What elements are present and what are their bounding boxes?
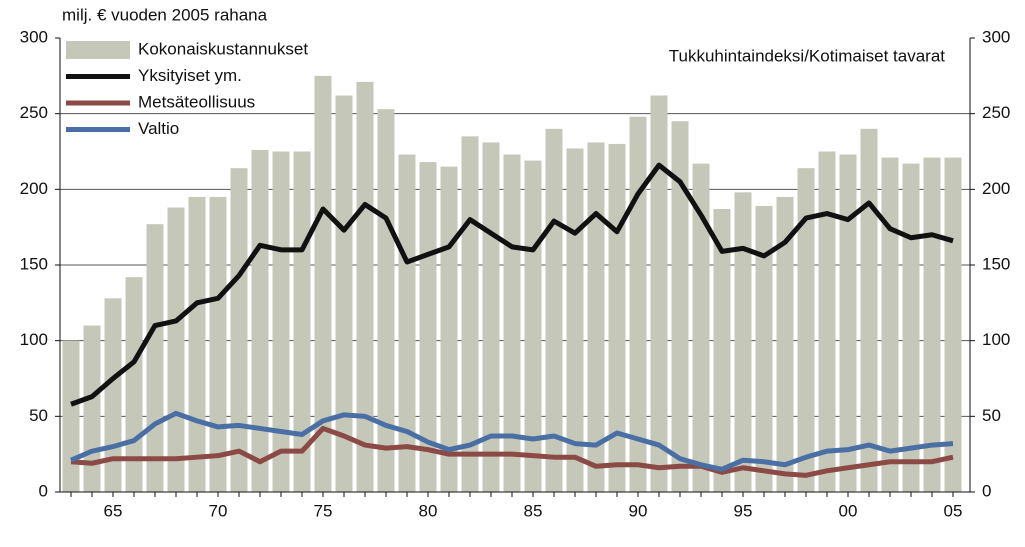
x-tick-label: 90 [629, 501, 648, 520]
bar [83, 325, 101, 492]
line [70, 410, 954, 472]
x-tick-label: 05 [944, 501, 963, 520]
legend-label: Yksityiset ym. [138, 66, 242, 85]
bar [650, 95, 668, 493]
bar [398, 154, 416, 492]
y2-tick-label: 250 [982, 103, 1010, 122]
y-tick-label: 250 [20, 103, 48, 122]
line [70, 425, 954, 478]
bar [503, 154, 521, 492]
legend-label: Valtio [138, 119, 179, 138]
bar [881, 157, 899, 492]
x-tick-label: 65 [104, 501, 123, 520]
bar [671, 121, 689, 492]
bar [335, 95, 353, 493]
y2-tick-label: 150 [982, 254, 1010, 273]
x-tick-label: 95 [734, 501, 753, 520]
bar [461, 136, 479, 492]
bar [356, 81, 374, 493]
y2-tick-label: 0 [982, 481, 991, 500]
bar [629, 116, 647, 493]
bar [713, 209, 731, 493]
x-tick-label: 85 [524, 501, 543, 520]
bar [440, 166, 458, 492]
y-tick-label: 300 [20, 27, 48, 46]
y2-tick-label: 50 [982, 406, 1001, 425]
bar [272, 151, 290, 492]
bar [566, 148, 584, 492]
y-tick-label: 100 [20, 330, 48, 349]
bar [608, 143, 626, 492]
bar [818, 151, 836, 492]
bar [545, 128, 563, 493]
x-tick-label: 70 [209, 501, 228, 520]
bar [209, 196, 227, 492]
line [70, 162, 954, 407]
bar [839, 154, 857, 492]
y-tick-label: 200 [20, 179, 48, 198]
bar [188, 196, 206, 492]
bar [776, 196, 794, 492]
bar [902, 163, 920, 492]
bar [797, 168, 815, 492]
bar [755, 205, 773, 493]
bar [587, 142, 605, 493]
x-tick-label: 80 [419, 501, 438, 520]
y-tick-label: 0 [39, 481, 48, 500]
bar [293, 151, 311, 492]
x-tick-label: 00 [839, 501, 858, 520]
bar [419, 162, 437, 493]
bar [692, 163, 710, 492]
bar [167, 207, 185, 492]
bar [524, 160, 542, 492]
bar [230, 168, 248, 492]
y-tick-label: 150 [20, 254, 48, 273]
bar [314, 75, 332, 492]
bar [251, 149, 269, 492]
bar [146, 224, 164, 492]
legend-label: Metsäteollisuus [138, 92, 255, 111]
annotation: Tukkuhintaindeksi/Kotimaiset tavarat [669, 46, 946, 65]
bar [734, 192, 752, 493]
bar [860, 128, 878, 493]
y2-tick-label: 100 [982, 330, 1010, 349]
bar [104, 298, 122, 492]
bar [62, 340, 80, 492]
x-tick-label: 75 [314, 501, 333, 520]
legend-label: Kokonaiskustannukset [138, 39, 308, 58]
bar [377, 109, 395, 493]
y2-tick-label: 300 [982, 27, 1010, 46]
y-axis-label: milj. € vuoden 2005 rahana [62, 5, 268, 24]
bar [923, 157, 941, 492]
legend-swatch [66, 41, 130, 59]
y-tick-label: 50 [29, 406, 48, 425]
y2-tick-label: 200 [982, 179, 1010, 198]
